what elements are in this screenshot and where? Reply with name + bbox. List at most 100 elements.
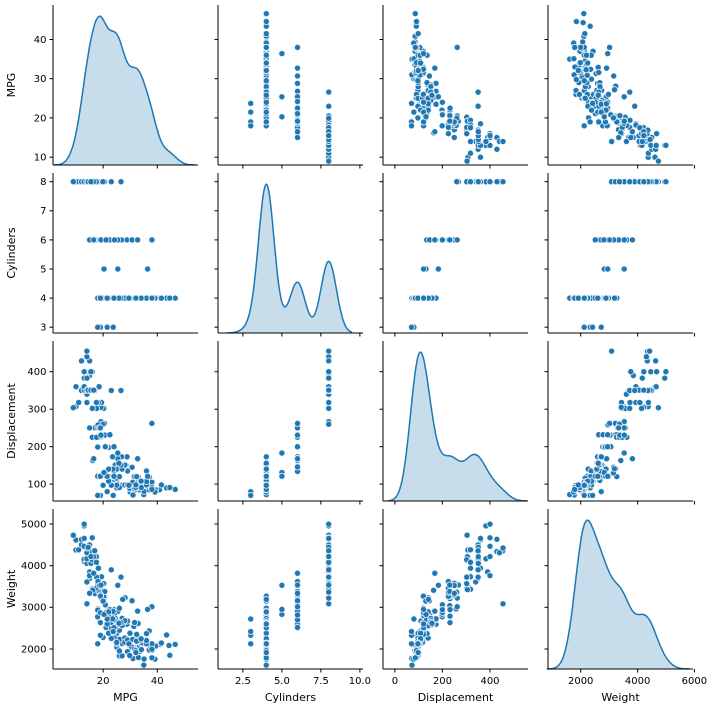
scatter-point bbox=[407, 99, 416, 107]
scatter-point bbox=[103, 294, 111, 302]
scatter-point bbox=[577, 43, 585, 51]
scatter-point bbox=[420, 620, 428, 628]
scatter-point bbox=[132, 294, 140, 302]
scatter-point bbox=[589, 323, 597, 331]
scatter-point bbox=[474, 547, 482, 555]
scatter-point bbox=[446, 236, 454, 244]
y-tick-label: 4000 bbox=[21, 561, 46, 572]
scatter-point bbox=[293, 419, 302, 427]
scatter-point bbox=[293, 455, 302, 463]
scatter-point bbox=[463, 531, 471, 539]
scatter-point bbox=[604, 265, 612, 273]
scatter-point bbox=[97, 431, 105, 439]
scatter-point bbox=[109, 323, 117, 331]
scatter-point bbox=[610, 294, 619, 302]
scatter-point bbox=[476, 534, 485, 542]
scatter-point bbox=[103, 323, 111, 331]
scatter-point bbox=[262, 661, 270, 669]
scatter-point bbox=[434, 93, 442, 101]
scatter-point bbox=[278, 113, 286, 121]
x-axis-title-mpg: MPG bbox=[113, 691, 138, 704]
scatter-point bbox=[411, 654, 419, 662]
cell-cylinders-vs-displacement bbox=[379, 173, 528, 337]
scatter-point bbox=[647, 368, 655, 376]
scatter-point bbox=[606, 43, 614, 51]
x-tick-label: 7.5 bbox=[313, 676, 329, 687]
scatter-point bbox=[163, 631, 171, 639]
scatter-point bbox=[325, 552, 333, 561]
scatter-point bbox=[576, 59, 584, 67]
scatter-point bbox=[626, 178, 634, 186]
scatter-point bbox=[476, 153, 485, 161]
scatter-point bbox=[133, 473, 141, 481]
scatter-point bbox=[293, 97, 302, 106]
scatter-point bbox=[627, 133, 635, 142]
scatter-point bbox=[325, 520, 333, 528]
scatter-point bbox=[293, 72, 302, 80]
scatter-point bbox=[77, 357, 86, 365]
scatter-point bbox=[125, 481, 133, 489]
scatter-point bbox=[90, 386, 98, 394]
scatter-point bbox=[325, 386, 333, 394]
kde-area-cylinders bbox=[227, 184, 353, 333]
scatter-point bbox=[293, 581, 302, 589]
scatter-point bbox=[640, 132, 648, 140]
scatter-point bbox=[247, 627, 255, 636]
scatter-point bbox=[466, 124, 475, 132]
scatter-point bbox=[80, 368, 88, 376]
scatter-point bbox=[107, 386, 115, 395]
scatter-point bbox=[584, 59, 592, 67]
scatter-point bbox=[620, 449, 628, 457]
scatter-point bbox=[631, 386, 639, 395]
scatter-point bbox=[486, 534, 494, 542]
scatter-point bbox=[88, 534, 96, 542]
y-tick-label: 3000 bbox=[21, 603, 46, 614]
scatter-point bbox=[422, 113, 430, 121]
scatter-point bbox=[115, 619, 123, 627]
scatter-point bbox=[499, 600, 507, 608]
scatter-point bbox=[293, 589, 302, 597]
scatter-point bbox=[580, 481, 588, 489]
scatter-point bbox=[662, 178, 670, 186]
scatter-point bbox=[165, 641, 173, 650]
y-tick-label: 20 bbox=[34, 113, 47, 124]
scatter-point bbox=[411, 10, 419, 18]
scatter-point bbox=[571, 485, 579, 493]
scatter-point bbox=[99, 597, 107, 605]
scatter-point bbox=[262, 640, 270, 648]
scatter-point bbox=[495, 549, 504, 557]
scatter-point bbox=[653, 368, 661, 376]
x-tick-label: 40 bbox=[151, 676, 164, 687]
scatter-point bbox=[157, 639, 165, 647]
scatter-point bbox=[446, 619, 454, 627]
scatter-point bbox=[591, 236, 599, 244]
scatter-point bbox=[438, 122, 446, 130]
scatter-point bbox=[604, 431, 612, 439]
scatter-point bbox=[466, 546, 475, 554]
scatter-point bbox=[262, 30, 270, 38]
scatter-point bbox=[638, 374, 646, 382]
scatter-point bbox=[608, 137, 616, 146]
scatter-point bbox=[580, 491, 588, 499]
scatter-point bbox=[450, 133, 458, 142]
scatter-point bbox=[474, 102, 482, 110]
scatter-point bbox=[640, 368, 648, 376]
y-tick-label: 3 bbox=[40, 323, 46, 334]
scatter-point bbox=[325, 534, 333, 542]
scatter-point bbox=[325, 132, 333, 140]
scatter-point bbox=[94, 640, 102, 648]
scatter-point bbox=[446, 581, 454, 589]
x-tick-label: 2000 bbox=[568, 676, 593, 687]
cell-displacement-vs-weight bbox=[544, 341, 695, 505]
scatter-point bbox=[293, 443, 302, 451]
scatter-point bbox=[92, 398, 100, 407]
scatter-point bbox=[137, 477, 145, 485]
scatter-point bbox=[293, 79, 302, 87]
scatter-point bbox=[293, 117, 302, 125]
scatter-point bbox=[278, 605, 286, 613]
scatter-point bbox=[83, 374, 91, 382]
scatter-point bbox=[106, 431, 114, 439]
x-tick-label: 6000 bbox=[682, 676, 707, 687]
x-tick-label: 0 bbox=[392, 676, 398, 687]
